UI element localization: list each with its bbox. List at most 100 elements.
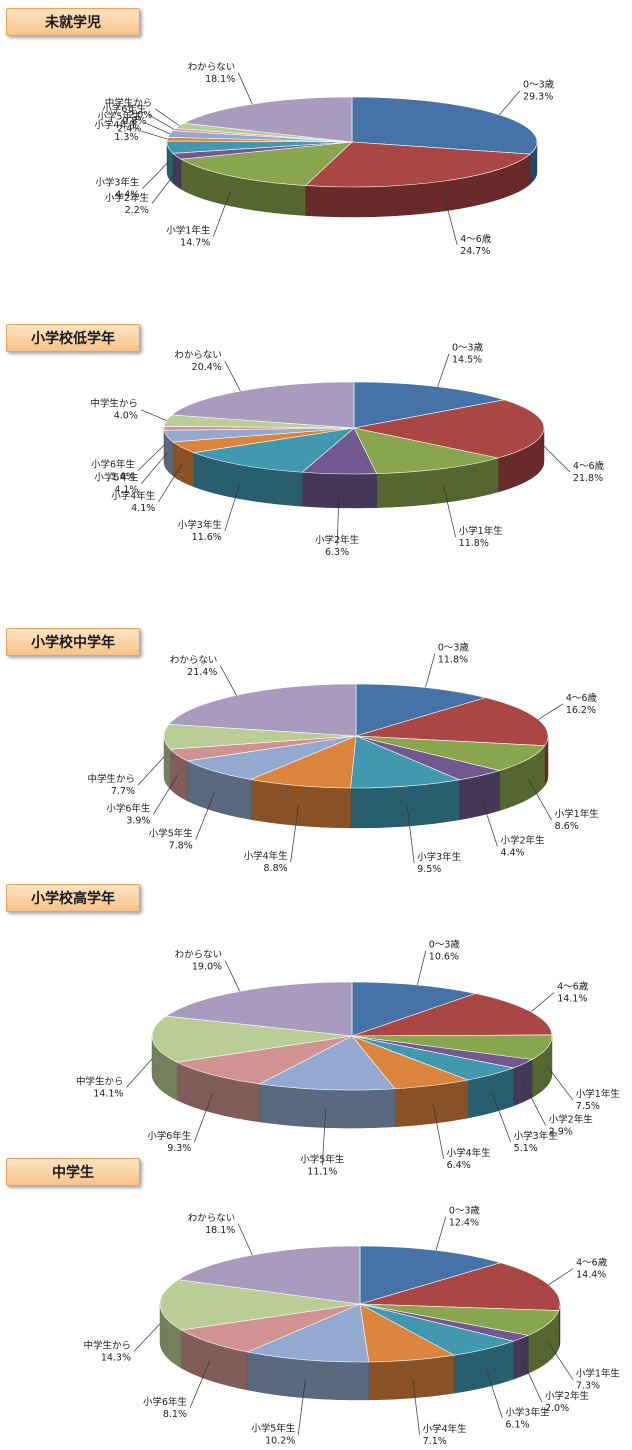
leader-line — [238, 1224, 252, 1255]
slice-percent: 8.6% — [555, 821, 579, 832]
slice-percent: 14.5% — [452, 355, 482, 366]
slice-label: 4～6歳 — [557, 980, 589, 992]
leader-line — [438, 354, 449, 387]
slice-percent: 1.4% — [111, 471, 135, 482]
slice-label: 小学6年生 — [143, 1396, 188, 1408]
slice-label: 小学5年生 — [251, 1423, 296, 1435]
slice-label: 小学2年生 — [500, 834, 545, 846]
slice-label: 小学5年生 — [149, 828, 194, 840]
slice-percent: 4.4% — [500, 847, 524, 858]
slice-percent: 7.8% — [169, 841, 193, 852]
slice-percent: 2.0% — [128, 110, 152, 121]
slice-label: 小学2年生 — [545, 1390, 590, 1402]
slice-percent: 4.4% — [115, 190, 139, 201]
leader-line — [238, 73, 252, 104]
leader-line — [548, 1342, 572, 1379]
slice-percent: 21.4% — [187, 667, 217, 678]
slice-percent: 7.3% — [576, 1381, 600, 1392]
slice-label: 小学2年生 — [549, 1113, 594, 1125]
leader-line — [531, 992, 554, 1011]
slice-percent: 3.9% — [126, 815, 150, 826]
slice-label: 小学3年生 — [505, 1406, 550, 1418]
slice-label: 4～6歳 — [566, 692, 598, 704]
leader-line — [141, 410, 167, 421]
slice-label: 小学6年生 — [106, 802, 151, 814]
slice-label: わからない — [170, 655, 218, 666]
leader-line — [134, 1324, 160, 1351]
leader-line — [544, 446, 570, 472]
slice-label: 小学1年生 — [576, 1368, 621, 1380]
slice-percent: 9.5% — [417, 864, 441, 875]
slice-percent: 6.1% — [505, 1419, 529, 1430]
slice-percent: 10.2% — [265, 1436, 295, 1447]
slice-percent: 6.3% — [325, 547, 349, 558]
pie-slice-side — [302, 472, 376, 508]
leader-line — [425, 654, 434, 688]
slice-label: 小学1年生 — [555, 808, 600, 820]
slice-label: 中学生から — [76, 1075, 124, 1087]
slice-percent: 19.0% — [192, 961, 222, 972]
slice-percent: 12.4% — [449, 1218, 479, 1229]
slice-label: 4～6歳 — [573, 460, 605, 472]
slice-label: 0～3歳 — [429, 939, 461, 951]
leader-line — [126, 1058, 152, 1087]
slice-percent: 14.3% — [101, 1352, 131, 1363]
slice-percent: 7.5% — [576, 1101, 600, 1112]
slice-label: 小学3年生 — [95, 177, 140, 189]
leader-line — [547, 1067, 572, 1100]
slice-label: 小学4年生 — [244, 850, 289, 862]
slice-label: 小学1年生 — [459, 525, 504, 537]
slice-label: わからない — [188, 1213, 236, 1224]
slice-percent: 8.8% — [264, 863, 288, 874]
slice-percent: 11.8% — [438, 655, 468, 666]
slice-percent: 20.4% — [192, 362, 222, 373]
leader-line — [144, 123, 170, 134]
slice-label: 0～3歳 — [452, 342, 484, 354]
slice-percent: 2.2% — [125, 205, 149, 216]
slice-percent: 14.4% — [576, 1270, 606, 1281]
pie-chart: 0～3歳10.6%4～6歳14.1%小学1年生7.5%小学2年生2.9%小学3年… — [0, 878, 632, 1178]
slice-percent: 18.1% — [205, 74, 235, 85]
leader-line — [220, 666, 236, 695]
slice-percent: 16.2% — [566, 705, 596, 716]
slice-label: わからない — [188, 62, 236, 73]
slice-label: 0～3歳 — [438, 642, 470, 654]
slice-percent: 4.0% — [114, 411, 138, 422]
slice-label: 中学生から — [90, 398, 138, 410]
slice-label: 4～6歳 — [576, 1257, 608, 1269]
slice-label: 中学生から — [84, 1339, 132, 1351]
slice-percent: 29.3% — [523, 92, 553, 103]
leader-line — [142, 162, 168, 188]
leader-line — [149, 115, 174, 129]
leader-line — [141, 131, 167, 139]
leader-line — [538, 704, 563, 719]
leader-line — [152, 171, 177, 204]
slice-percent: 8.1% — [163, 1409, 187, 1420]
slice-percent: 11.6% — [192, 532, 222, 543]
pie-slice-side — [513, 1335, 528, 1379]
leader-line — [549, 1269, 574, 1285]
slice-percent: 10.6% — [429, 952, 459, 963]
slice-percent: 4.1% — [114, 485, 138, 496]
slice-label: 小学1年生 — [166, 225, 211, 237]
leader-line — [436, 1217, 446, 1251]
slice-percent: 11.8% — [459, 538, 489, 549]
leader-line — [499, 91, 520, 115]
slice-label: 小学3年生 — [178, 519, 223, 531]
slice-percent: 14.7% — [180, 238, 210, 249]
leader-line — [141, 453, 167, 483]
slice-label: わからない — [175, 949, 223, 960]
slice-percent: 4.1% — [131, 503, 155, 514]
leader-line — [417, 951, 425, 985]
slice-percent: 14.1% — [557, 993, 587, 1004]
leader-line — [225, 960, 240, 991]
pie-chart: 0～3歳12.4%4～6歳14.4%小学1年生7.3%小学2年生2.0%小学3年… — [0, 1150, 632, 1450]
slice-label: 小学3年生 — [417, 851, 462, 863]
slice-label: 小学3年生 — [514, 1130, 559, 1142]
